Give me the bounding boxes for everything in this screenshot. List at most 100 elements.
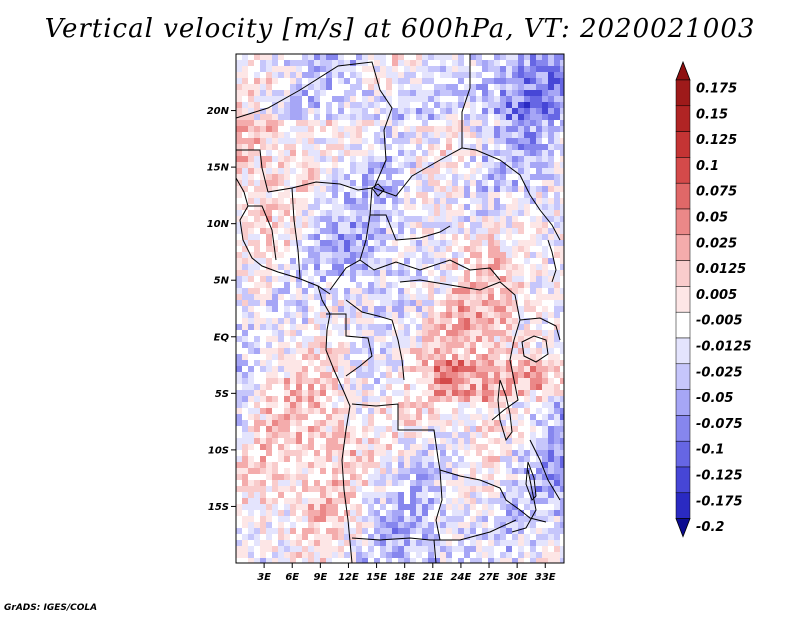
field-cell bbox=[290, 390, 296, 396]
field-cell bbox=[314, 450, 320, 456]
field-cell bbox=[350, 414, 356, 420]
field-cell bbox=[524, 156, 530, 162]
field-cell bbox=[440, 384, 446, 390]
field-cell bbox=[428, 108, 434, 114]
field-cell bbox=[404, 546, 410, 552]
field-cell bbox=[494, 306, 500, 312]
field-cell bbox=[296, 126, 302, 132]
field-cell bbox=[314, 372, 320, 378]
field-cell bbox=[536, 126, 542, 132]
field-cell bbox=[428, 318, 434, 324]
field-cell bbox=[452, 372, 458, 378]
field-cell bbox=[362, 390, 368, 396]
field-cell bbox=[374, 126, 380, 132]
field-cell bbox=[320, 396, 326, 402]
field-cell bbox=[296, 480, 302, 486]
field-cell bbox=[488, 390, 494, 396]
field-cell bbox=[320, 390, 326, 396]
field-cell bbox=[236, 150, 242, 156]
field-cell bbox=[386, 72, 392, 78]
field-cell bbox=[242, 366, 248, 372]
field-cell bbox=[398, 522, 404, 528]
field-cell bbox=[560, 252, 564, 258]
field-cell bbox=[350, 420, 356, 426]
field-cell bbox=[536, 96, 542, 102]
field-cell bbox=[254, 180, 260, 186]
field-cell bbox=[548, 222, 554, 228]
field-cell bbox=[452, 546, 458, 552]
field-cell bbox=[386, 480, 392, 486]
field-cell bbox=[482, 372, 488, 378]
field-cell bbox=[332, 162, 338, 168]
field-cell bbox=[446, 192, 452, 198]
field-cell bbox=[500, 552, 506, 558]
field-cell bbox=[332, 78, 338, 84]
field-cell bbox=[554, 354, 560, 360]
field-cell bbox=[482, 108, 488, 114]
field-cell bbox=[242, 90, 248, 96]
field-cell bbox=[470, 78, 476, 84]
field-cell bbox=[536, 300, 542, 306]
field-cell bbox=[362, 480, 368, 486]
field-cell bbox=[422, 276, 428, 282]
field-cell bbox=[440, 300, 446, 306]
field-cell bbox=[530, 264, 536, 270]
field-cell bbox=[440, 168, 446, 174]
field-cell bbox=[440, 264, 446, 270]
field-cell bbox=[440, 438, 446, 444]
field-cell bbox=[440, 72, 446, 78]
field-cell bbox=[284, 294, 290, 300]
field-cell bbox=[302, 192, 308, 198]
field-cell bbox=[356, 198, 362, 204]
field-cell bbox=[518, 96, 524, 102]
field-cell bbox=[494, 516, 500, 522]
field-cell bbox=[392, 246, 398, 252]
field-cell bbox=[440, 234, 446, 240]
field-cell bbox=[374, 174, 380, 180]
field-cell bbox=[242, 84, 248, 90]
field-cell bbox=[446, 78, 452, 84]
field-cell bbox=[560, 552, 564, 558]
field-cell bbox=[410, 300, 416, 306]
field-cell bbox=[284, 240, 290, 246]
field-cell bbox=[356, 426, 362, 432]
field-cell bbox=[278, 72, 284, 78]
field-cell bbox=[548, 360, 554, 366]
field-cell bbox=[548, 204, 554, 210]
field-cell bbox=[428, 258, 434, 264]
field-cell bbox=[266, 282, 272, 288]
field-cell bbox=[314, 174, 320, 180]
field-cell bbox=[422, 510, 428, 516]
field-cell bbox=[560, 558, 564, 563]
field-cell bbox=[458, 240, 464, 246]
field-cell bbox=[482, 366, 488, 372]
field-cell bbox=[446, 324, 452, 330]
field-cell bbox=[356, 294, 362, 300]
field-cell bbox=[560, 276, 564, 282]
field-cell bbox=[380, 390, 386, 396]
field-cell bbox=[530, 426, 536, 432]
colorbar-label: 0.05 bbox=[696, 211, 728, 226]
field-cell bbox=[266, 378, 272, 384]
field-cell bbox=[500, 348, 506, 354]
field-cell bbox=[560, 60, 564, 66]
field-cell bbox=[428, 324, 434, 330]
field-cell bbox=[272, 516, 278, 522]
field-cell bbox=[434, 210, 440, 216]
field-cell bbox=[410, 348, 416, 354]
field-cell bbox=[242, 528, 248, 534]
field-cell bbox=[236, 222, 242, 228]
field-cell bbox=[422, 546, 428, 552]
field-cell bbox=[500, 390, 506, 396]
field-cell bbox=[446, 444, 452, 450]
field-cell bbox=[296, 78, 302, 84]
field-cell bbox=[392, 300, 398, 306]
field-cell bbox=[464, 312, 470, 318]
field-cell bbox=[530, 102, 536, 108]
field-cell bbox=[302, 240, 308, 246]
field-cell bbox=[446, 126, 452, 132]
field-cell bbox=[386, 396, 392, 402]
field-cell bbox=[242, 372, 248, 378]
field-cell bbox=[488, 162, 494, 168]
field-cell bbox=[560, 144, 564, 150]
